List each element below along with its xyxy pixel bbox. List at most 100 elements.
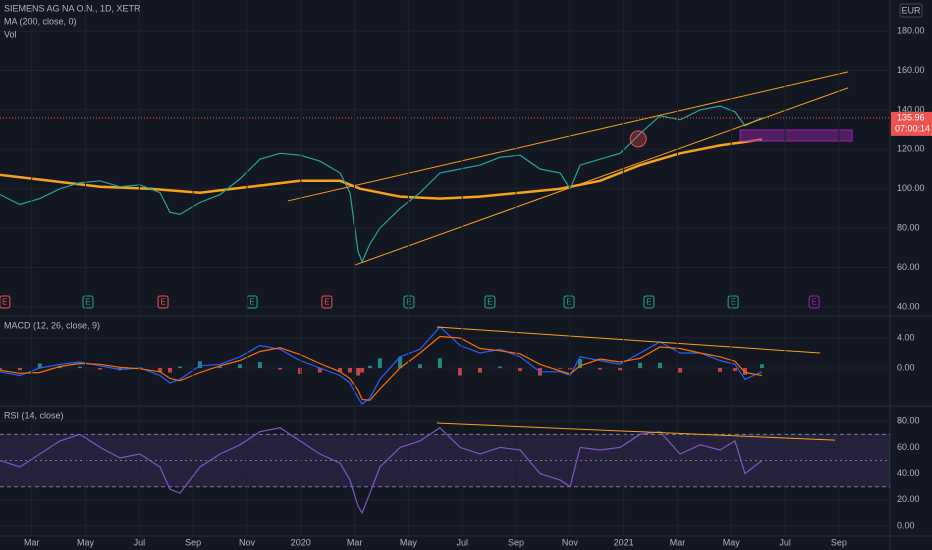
x-tick-label: 2021	[614, 537, 634, 547]
currency-box[interactable]	[899, 3, 923, 18]
y-tick-label: 160.00	[897, 65, 925, 75]
x-tick-label: Mar	[24, 537, 40, 547]
x-tick-label: Nov	[239, 537, 256, 547]
histogram-bar	[356, 368, 361, 376]
event-marker	[643, 295, 655, 309]
event-marker	[0, 295, 11, 309]
rsi-title: RSI (14, close)	[4, 410, 64, 420]
x-tick-label: Sep	[185, 537, 201, 547]
ma-legend: MA (200, close, 0)	[4, 16, 77, 26]
histogram-bar	[742, 368, 747, 375]
y-tick-label: 80.00	[897, 416, 920, 426]
histogram-bar	[37, 363, 42, 369]
histogram-bar	[518, 368, 523, 372]
macd-line	[0, 335, 763, 401]
trendline	[287, 71, 849, 202]
y-tick-label: 100.00	[897, 183, 925, 193]
histogram-bar	[348, 368, 353, 373]
histogram-bar	[558, 368, 563, 369]
histogram-bar	[498, 366, 503, 369]
x-tick-label: May	[77, 537, 95, 547]
event-label: E	[85, 298, 90, 307]
event-label: E	[324, 298, 329, 307]
event-marker	[808, 295, 820, 309]
trendline	[436, 422, 836, 441]
histogram-bar	[597, 368, 602, 370]
histogram-bar	[218, 366, 223, 369]
histogram-bar	[317, 368, 322, 373]
y-tick-label: 20.00	[897, 494, 920, 504]
event-label: E	[646, 298, 651, 307]
y-tick-label: 120.00	[897, 144, 925, 154]
histogram-bar	[618, 368, 623, 371]
y-tick-label: 180.00	[897, 26, 925, 36]
countdown: 07:00:14	[895, 123, 930, 133]
histogram-bar	[297, 368, 302, 375]
histogram-bar	[437, 358, 442, 369]
histogram-bar	[77, 366, 82, 369]
y-tick-label: 60.00	[897, 262, 920, 272]
event-label: E	[566, 298, 571, 307]
histogram-bar	[360, 368, 365, 373]
x-tick-label: Sep	[831, 537, 847, 547]
histogram-bar	[759, 364, 764, 369]
histogram-bar	[377, 358, 382, 369]
trendline	[436, 326, 821, 354]
histogram-bar	[578, 359, 583, 369]
x-tick-label: Jul	[134, 537, 146, 547]
y-tick-label: 0.00	[897, 520, 915, 530]
trendline	[354, 87, 849, 266]
histogram-bar	[0, 368, 2, 370]
event-label: E	[730, 298, 735, 307]
histogram-bar	[367, 365, 372, 369]
histogram-bar	[17, 368, 22, 371]
symbol-title: SIEMENS AG NA O.N., 1D, XETR	[4, 3, 141, 13]
histogram-bar	[338, 368, 343, 372]
event-marker	[157, 295, 169, 309]
event-label: E	[249, 298, 254, 307]
histogram-bar	[458, 368, 463, 376]
macd-line	[0, 325, 763, 405]
event-marker	[82, 295, 94, 309]
currency[interactable]: EUR	[901, 5, 921, 15]
histogram-bar	[168, 368, 173, 373]
zone	[739, 129, 853, 142]
y-tick-label: 4.00	[897, 332, 915, 342]
histogram-bar	[237, 364, 242, 369]
histogram-bar	[98, 368, 103, 370]
x-tick-label: Mar	[670, 537, 686, 547]
x-tick-label: Jul	[779, 537, 791, 547]
histogram-bar	[257, 362, 262, 369]
price-line	[0, 105, 763, 264]
event-label: E	[811, 298, 816, 307]
highlight-circle	[629, 130, 647, 148]
x-tick-label: 2020	[291, 537, 311, 547]
event-marker	[321, 295, 333, 309]
x-tick-label: Sep	[508, 537, 524, 547]
histogram-bar	[733, 368, 738, 372]
y-tick-label: 140.00	[897, 104, 925, 114]
histogram-bar	[398, 356, 403, 369]
event-label: E	[160, 298, 165, 307]
event-marker	[563, 295, 575, 309]
histogram-bar	[278, 368, 283, 370]
x-tick-label: May	[723, 537, 741, 547]
histogram-bar	[158, 368, 163, 372]
histogram-bar	[197, 361, 202, 369]
rsi-line	[0, 427, 763, 515]
histogram-bar	[477, 368, 482, 373]
histogram-bar	[717, 368, 722, 372]
y-tick-label: 80.00	[897, 222, 920, 232]
event-label: E	[2, 298, 7, 307]
x-tick-label: Jul	[456, 537, 468, 547]
y-tick-label: 40.00	[897, 468, 920, 478]
macd-title: MACD (12, 26, close, 9)	[4, 320, 100, 330]
histogram-bar	[417, 364, 422, 369]
last-price-label: 135.96	[897, 112, 925, 122]
volume-legend: Vol	[4, 29, 17, 39]
y-tick-label: 40.00	[897, 301, 920, 311]
y-tick-label: 0.00	[897, 362, 915, 372]
